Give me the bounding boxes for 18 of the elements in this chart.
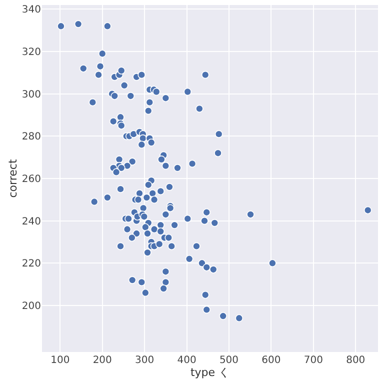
y-tick-label: 240 [22,216,41,228]
y-tick-label: 300 [22,89,41,100]
x-tick-label: 200 [92,355,112,366]
x-tick-label: 100 [50,355,70,366]
y-tick-label: 340 [22,4,41,16]
x-tick-label: 600 [262,355,281,366]
y-tick-label: 220 [22,258,41,270]
x-tick-label: 800 [346,355,366,366]
y-tick-label: 320 [22,47,41,58]
x-tick-label: 300 [135,355,154,366]
y-tick-label: 280 [22,132,41,143]
y-axis-title: correct [6,158,20,198]
x-tick-label: 700 [304,355,323,366]
y-tick-label: 200 [22,300,41,312]
y-tick-label: 260 [22,174,41,185]
x-axis-title: type く [190,366,230,379]
x-tick-label: 400 [177,355,196,366]
x-tick-label: 500 [219,355,239,366]
